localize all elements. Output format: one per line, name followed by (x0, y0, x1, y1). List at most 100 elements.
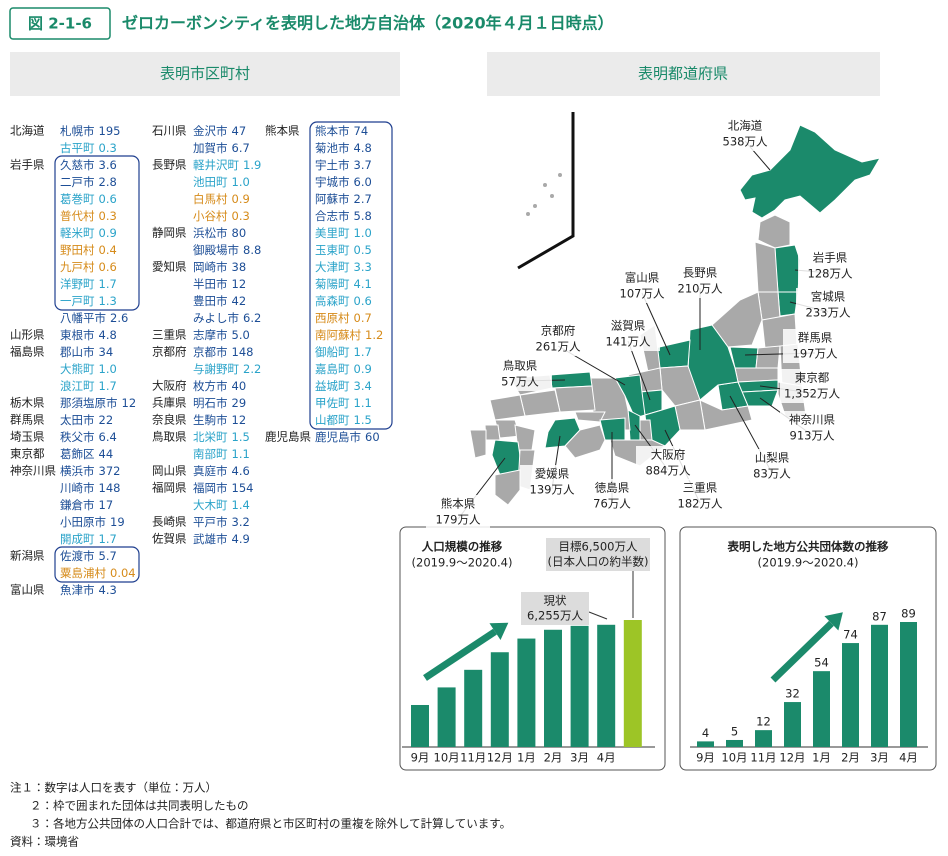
municipality-name: 菊池市 (315, 141, 350, 155)
prefecture-shape (755, 345, 781, 369)
municipality-name: 西原村 (315, 311, 350, 325)
municipality-name: 山都町 (315, 413, 350, 427)
municipality: 大熊町 1.0 (60, 362, 117, 376)
municipality-name: 東根市 (60, 328, 95, 342)
annotation: 6,255万人 (527, 609, 583, 623)
municipality-population: 6.4 (99, 430, 117, 444)
municipality: 川崎市 148 (60, 481, 120, 495)
municipality: 加賀市 6.7 (193, 141, 250, 155)
value-label: 74 (843, 628, 858, 642)
bar (871, 624, 888, 747)
prefecture: 長野県 (152, 158, 187, 172)
prefecture-label: 東京都 (795, 371, 830, 385)
municipality: 鹿児島市 60 (315, 430, 380, 444)
municipality-population: 3.7 (354, 158, 372, 172)
prefecture: 長崎県 (152, 515, 187, 529)
municipality: 合志市 5.8 (315, 209, 372, 223)
municipality-name: 秩父市 (60, 430, 95, 444)
municipality-population: 1.3 (99, 294, 117, 308)
municipality: 小谷村 0.3 (193, 209, 250, 223)
municipality-name: 池田町 (193, 175, 228, 189)
prefecture-shape (754, 241, 779, 293)
municipality: 鎌倉市 17 (60, 498, 113, 512)
municipality-population: 0.6 (99, 192, 117, 206)
municipality-population: 0.9 (354, 362, 372, 376)
prefecture-label: 三重県 (683, 481, 718, 495)
municipality-population: 17 (99, 498, 114, 512)
municipality-name: 熊本市 (315, 124, 350, 138)
municipality-name: 浜松市 (193, 226, 228, 240)
municipality-name: 那須塩原市 (60, 396, 118, 410)
municipality-name: 二戸市 (60, 175, 95, 189)
municipality: 嘉島町 0.9 (315, 362, 372, 376)
municipality-population: 372 (99, 464, 121, 478)
municipality-name: 川崎市 (60, 481, 95, 495)
island (526, 212, 530, 216)
prefecture: 福岡県 (152, 481, 187, 495)
municipality: 太田市 22 (60, 413, 113, 427)
municipality: 平戸市 3.2 (193, 515, 250, 529)
municipality: 小田原市 19 (60, 515, 125, 529)
prefecture-population: 261万人 (536, 340, 581, 354)
municipality-name: 御船町 (315, 345, 350, 359)
municipality-name: 益城町 (315, 379, 350, 393)
municipality: 御船町 1.7 (315, 345, 372, 359)
municipality-name: 枚方市 (193, 379, 228, 393)
municipality-name: 軽米町 (60, 226, 95, 240)
municipality: 玉東町 0.5 (315, 243, 372, 257)
municipality: 葛飾区 44 (60, 447, 113, 461)
municipality-population: 1.0 (99, 362, 117, 376)
joint-declaration-box (54, 546, 140, 583)
municipality: 京都市 148 (193, 345, 253, 359)
municipality: 南部町 1.1 (193, 447, 250, 461)
municipality: 普代村 0.3 (60, 209, 117, 223)
municipality-name: 久慈市 (60, 158, 95, 172)
bar (900, 622, 917, 747)
prefecture-shape (757, 214, 791, 249)
municipality-population: 6.2 (243, 311, 261, 325)
municipality: 秩父市 6.4 (60, 430, 117, 444)
municipality-name: 生駒市 (193, 413, 228, 427)
municipality-population: 44 (99, 447, 114, 461)
municipality-population: 3.2 (232, 515, 250, 529)
municipality-name: 宇土市 (315, 158, 350, 172)
municipality-name: 北栄町 (193, 430, 228, 444)
municipality-population: 4.8 (354, 141, 372, 155)
label-bg (780, 411, 844, 445)
label-bg (783, 329, 847, 363)
prefecture-shape (739, 124, 882, 219)
municipality-population: 1.2 (365, 328, 383, 342)
prefecture-shape (654, 339, 691, 369)
island (558, 173, 562, 177)
bar (623, 620, 642, 747)
municipality-name: 武雄市 (193, 532, 228, 546)
island (533, 204, 537, 208)
value-label: 54 (814, 656, 829, 670)
bar (784, 702, 801, 747)
municipality-name: 豊田市 (193, 294, 228, 308)
prefecture: 東京都 (10, 447, 45, 461)
label-bg (596, 317, 660, 351)
municipality-population: 60 (365, 430, 380, 444)
prefecture: 京都府 (152, 345, 187, 359)
municipality-population: 19 (110, 515, 125, 529)
municipality: 菊陽町 4.1 (315, 277, 372, 291)
municipality-name: 魚津市 (60, 583, 95, 597)
prefecture-label: 宮城県 (811, 290, 846, 304)
municipality-population: 1.5 (354, 413, 372, 427)
prefecture-shape (494, 469, 521, 506)
municipality: 郡山市 34 (60, 345, 113, 359)
figure-number: 図 2-1-6 (28, 15, 92, 33)
municipality: 一戸町 1.3 (60, 294, 117, 308)
prefecture-population: 128万人 (808, 267, 853, 281)
municipality-population: 2.7 (354, 192, 372, 206)
x-tick-label: 11月 (460, 751, 486, 765)
label-bg (488, 357, 552, 391)
municipality: 豊田市 42 (193, 294, 246, 308)
municipality: 武雄市 4.9 (193, 532, 250, 546)
municipality-population: 154 (232, 481, 254, 495)
municipality-population: 4.9 (232, 532, 250, 546)
section-heading: 表明都道府県 (638, 65, 728, 83)
municipality-population: 1.0 (354, 226, 372, 240)
municipality-name: 郡山市 (60, 345, 95, 359)
